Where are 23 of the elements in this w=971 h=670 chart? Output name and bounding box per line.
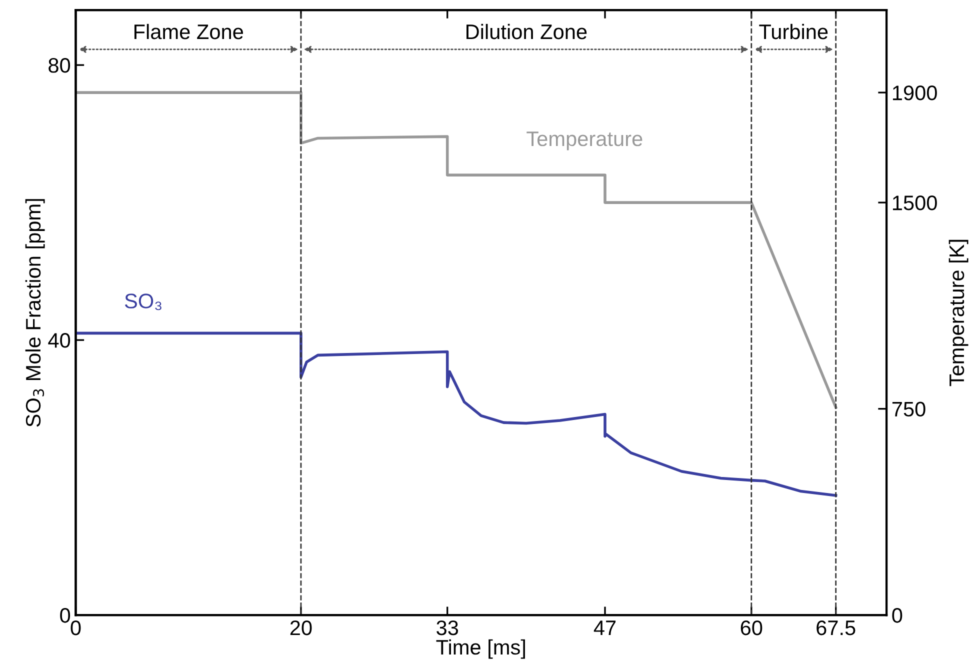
annotation: Dilution Zone bbox=[466, 24, 587, 40]
y-axis-title: SO$_{3}$ Mole Fraction [ppm] bbox=[25, 199, 45, 427]
y2-tick-label: 750 bbox=[892, 402, 926, 417]
line-series bbox=[76, 91, 838, 409]
x-tick-label: 0 bbox=[70, 620, 81, 636]
series-label: SO₃ bbox=[124, 294, 162, 310]
x-tick-label: 20 bbox=[290, 620, 312, 636]
y2-tick-label: 1900 bbox=[892, 86, 937, 100]
x-tick-label: 47 bbox=[594, 620, 616, 636]
line-series bbox=[76, 332, 838, 497]
annotation: Flame Zone bbox=[134, 24, 244, 40]
annotation: Turbine bbox=[759, 24, 828, 40]
x-axis-title: Time [ms] bbox=[436, 639, 525, 659]
y2-axis-title: Temperature [K] bbox=[948, 240, 968, 386]
x-tick-label: 33 bbox=[436, 620, 458, 636]
x-tick-label: 60 bbox=[740, 620, 762, 636]
y-tick-label: 80 bbox=[48, 58, 70, 73]
y2-tick-label: 1500 bbox=[892, 196, 937, 210]
y-tick-label: 0 bbox=[60, 608, 70, 623]
y2-tick-label: 0 bbox=[892, 608, 902, 623]
y-tick-label: 40 bbox=[48, 333, 70, 348]
x-tick-label: 67.5 bbox=[816, 620, 856, 636]
series-label: Temperature bbox=[526, 132, 642, 150]
